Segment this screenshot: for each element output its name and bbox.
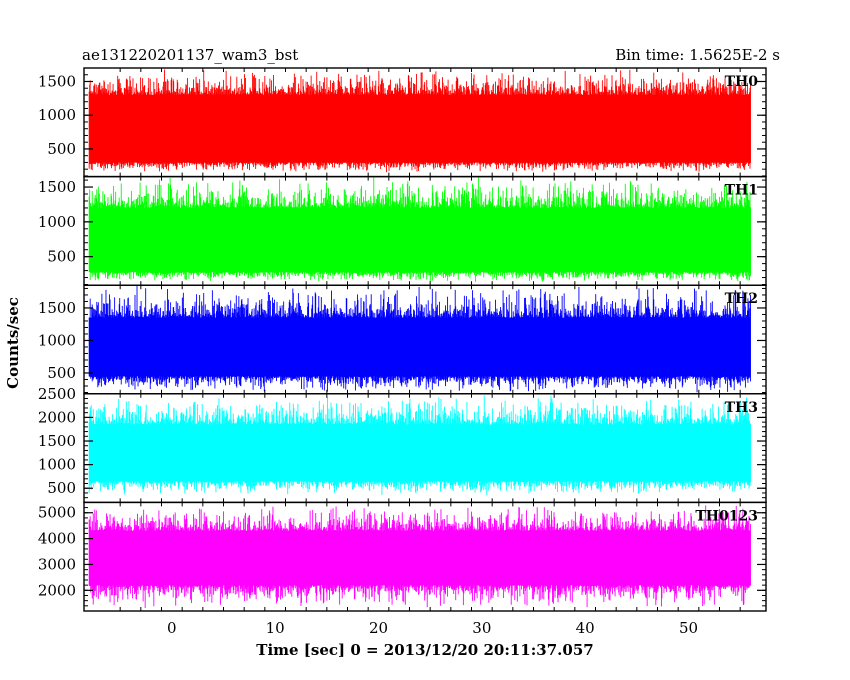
x-tick-label: 0 <box>167 619 177 637</box>
series-layer <box>88 69 751 609</box>
series-th0 <box>88 69 751 173</box>
series-th0123 <box>88 505 751 609</box>
series-core-th1 <box>89 212 751 271</box>
x-tick-label: 10 <box>266 619 285 637</box>
y-tick-label-th0123: 4000 <box>38 530 76 548</box>
panel-label-th0: TH0 <box>725 74 759 90</box>
y-tick-label-th0: 1000 <box>38 106 76 124</box>
y-tick-label-th1: 500 <box>47 248 76 266</box>
y-tick-label-th0123: 2000 <box>38 581 76 599</box>
y-axis-label: Counts/sec <box>4 297 22 389</box>
x-axis-label: Time [sec] 0 = 2013/12/20 20:11:37.057 <box>256 641 593 659</box>
x-tick-label: 30 <box>472 619 491 637</box>
series-th1 <box>88 177 751 282</box>
series-core-th3 <box>89 428 751 480</box>
y-tick-label-th1: 1000 <box>38 213 76 231</box>
series-core-th0123 <box>89 534 751 583</box>
y-tick-label-th0123: 3000 <box>38 555 76 573</box>
x-tick-label: 40 <box>576 619 595 637</box>
y-tick-label-th3: 2000 <box>38 408 76 426</box>
y-tick-label-th2: 1000 <box>38 331 76 349</box>
y-tick-label-th3: 1000 <box>38 456 76 474</box>
series-core-th0 <box>89 99 751 162</box>
x-tick-label: 20 <box>369 619 388 637</box>
x-tick-label: 50 <box>679 619 698 637</box>
bin-time-label: Bin time: 1.5625E-2 s <box>615 46 780 64</box>
y-tick-label-th3: 2500 <box>38 385 76 403</box>
y-tick-label-th0: 500 <box>47 140 76 158</box>
y-tick-label-th0: 1500 <box>38 72 76 90</box>
y-tick-label-th3: 1500 <box>38 432 76 450</box>
y-tick-label-th1: 1500 <box>38 178 76 196</box>
y-tick-label-th3: 500 <box>47 479 76 497</box>
tick-layer <box>84 67 766 612</box>
series-th2 <box>88 285 751 393</box>
y-tick-label-th0123: 5000 <box>38 504 76 522</box>
panel-label-th0123: TH0123 <box>695 508 758 524</box>
y-tick-label-th2: 1500 <box>38 299 76 317</box>
panel-label-th1: TH1 <box>725 183 758 199</box>
panel-label-th2: TH2 <box>725 291 758 307</box>
y-tick-label-th2: 500 <box>47 364 76 382</box>
series-core-th2 <box>89 321 751 375</box>
panel-label-th3: TH3 <box>725 400 758 416</box>
chart-title: ae131220201137_wam3_bst <box>82 46 298 64</box>
panel-frame-th0123 <box>83 501 767 612</box>
series-th3 <box>88 395 751 495</box>
